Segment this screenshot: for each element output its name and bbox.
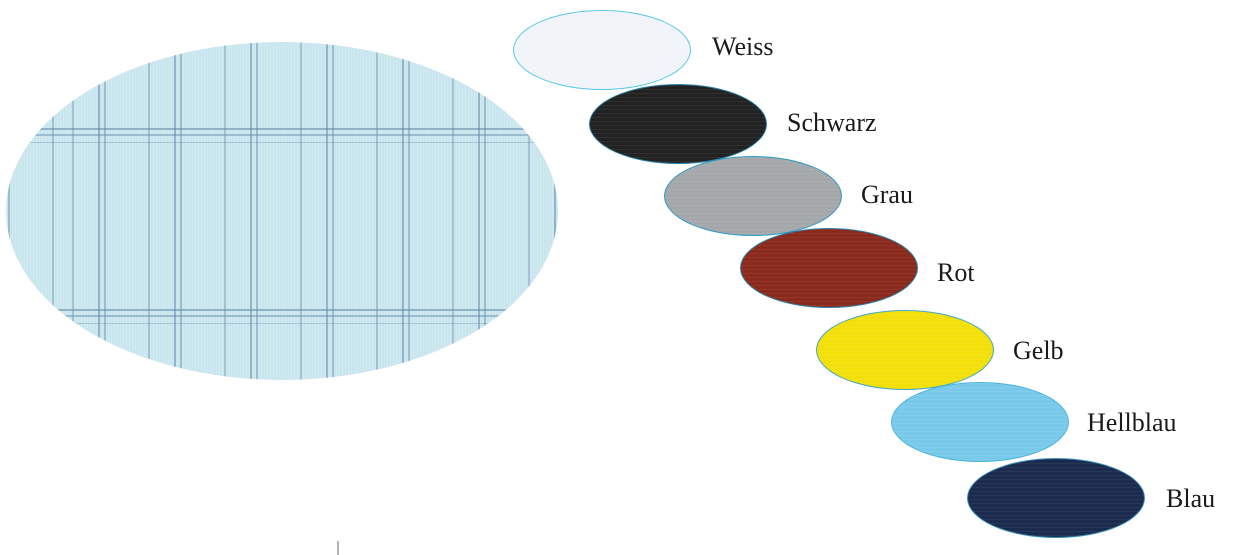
swatch-label-blau: Blau (1166, 484, 1216, 513)
swatch-weiss[interactable] (513, 10, 691, 90)
swatch-label-grau: Grau (861, 180, 913, 209)
swatch-rot[interactable] (740, 228, 918, 308)
swatch-grau[interactable] (664, 156, 842, 236)
swatch-schwarz[interactable] (589, 84, 767, 164)
swatch-label-weiss: Weiss (712, 32, 774, 61)
swatch-label-hellblau: Hellblau (1087, 408, 1177, 437)
swatch-hellblau[interactable] (891, 382, 1069, 462)
divider-tick (337, 541, 339, 555)
swatch-label-rot: Rot (937, 258, 975, 287)
fabric-plaid-swatch (6, 42, 558, 380)
swatch-gelb[interactable] (816, 310, 994, 390)
swatch-blau[interactable] (967, 458, 1145, 538)
swatch-label-schwarz: Schwarz (787, 108, 877, 137)
swatch-label-gelb: Gelb (1013, 336, 1064, 365)
